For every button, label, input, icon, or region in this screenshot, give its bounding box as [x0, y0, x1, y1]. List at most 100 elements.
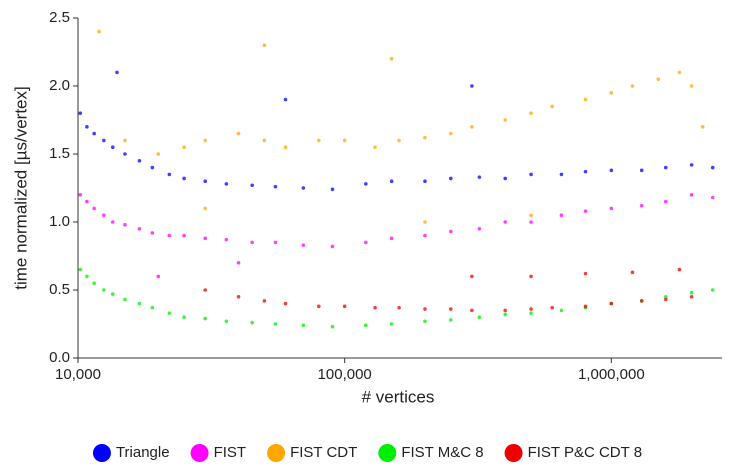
point — [529, 311, 533, 315]
point — [559, 213, 564, 217]
point — [363, 240, 368, 245]
point — [423, 220, 427, 224]
point — [273, 240, 278, 245]
point — [85, 199, 89, 204]
point — [689, 163, 694, 167]
y-tick-label: 1.0 — [49, 213, 70, 230]
point — [85, 125, 89, 129]
point — [529, 213, 533, 217]
point — [389, 322, 394, 326]
point — [503, 176, 508, 181]
point — [156, 152, 161, 156]
point — [250, 183, 254, 188]
point — [689, 290, 694, 295]
point — [236, 261, 241, 265]
point — [167, 172, 172, 177]
x-tick-label: 100,000 — [318, 366, 372, 383]
point — [470, 308, 474, 313]
point — [503, 312, 508, 317]
point — [477, 315, 482, 320]
point — [78, 267, 83, 272]
point — [273, 322, 278, 326]
point — [250, 320, 254, 325]
point — [150, 231, 155, 235]
point — [550, 104, 554, 109]
point — [397, 305, 401, 310]
point — [363, 323, 368, 328]
point — [203, 288, 208, 292]
point — [203, 179, 208, 183]
point — [182, 315, 186, 320]
point — [710, 288, 715, 292]
point — [92, 281, 96, 286]
point — [609, 168, 614, 173]
point — [250, 240, 254, 245]
point — [448, 131, 453, 136]
y-tick-label: 0.0 — [49, 349, 70, 366]
point — [78, 193, 83, 197]
point — [389, 179, 394, 183]
point — [330, 324, 335, 329]
point — [150, 165, 155, 170]
point — [663, 295, 668, 299]
point — [609, 91, 614, 95]
point — [317, 138, 321, 143]
point — [470, 274, 474, 279]
legend-label: FIST CDT — [290, 444, 357, 461]
point — [477, 227, 482, 231]
point — [330, 187, 335, 192]
point — [283, 145, 288, 149]
point — [92, 206, 96, 211]
point — [677, 70, 682, 75]
point — [123, 152, 127, 156]
point — [102, 138, 106, 143]
point — [137, 301, 142, 306]
point — [110, 220, 115, 224]
point — [663, 297, 668, 302]
legend-marker — [267, 444, 286, 462]
point — [583, 304, 588, 309]
point — [137, 227, 142, 231]
y-tick-label: 1.5 — [49, 145, 70, 162]
point — [389, 236, 394, 241]
point — [609, 301, 614, 306]
point — [301, 243, 306, 247]
point — [470, 125, 474, 129]
legend-marker — [92, 444, 111, 462]
point — [203, 138, 208, 143]
point — [583, 271, 588, 276]
x-tick-label: 1,000,000 — [578, 366, 645, 383]
legend-marker — [190, 444, 209, 462]
legend-label: FIST M&C 8 — [401, 444, 483, 461]
point — [110, 292, 115, 296]
point — [102, 288, 106, 292]
point — [182, 176, 186, 181]
point — [700, 125, 705, 129]
y-tick-label: 2.0 — [49, 77, 70, 94]
point — [342, 138, 347, 143]
point — [182, 233, 186, 238]
point — [448, 229, 453, 234]
point — [78, 111, 83, 115]
point — [639, 203, 644, 208]
legend-marker — [378, 444, 397, 462]
point — [448, 176, 453, 181]
point — [262, 299, 267, 303]
legend-label: Triangle — [116, 444, 170, 461]
point — [503, 308, 508, 313]
point — [123, 297, 127, 302]
point — [630, 270, 635, 275]
point — [529, 172, 533, 177]
point — [397, 138, 401, 143]
point — [689, 295, 694, 299]
point — [423, 135, 427, 140]
point — [550, 305, 554, 310]
point — [236, 131, 241, 136]
point — [529, 274, 533, 279]
legend-label: FIST P&C CDT 8 — [528, 444, 642, 461]
point — [156, 274, 161, 279]
point — [639, 168, 644, 173]
point — [85, 274, 89, 279]
point — [503, 220, 508, 224]
point — [663, 199, 668, 204]
